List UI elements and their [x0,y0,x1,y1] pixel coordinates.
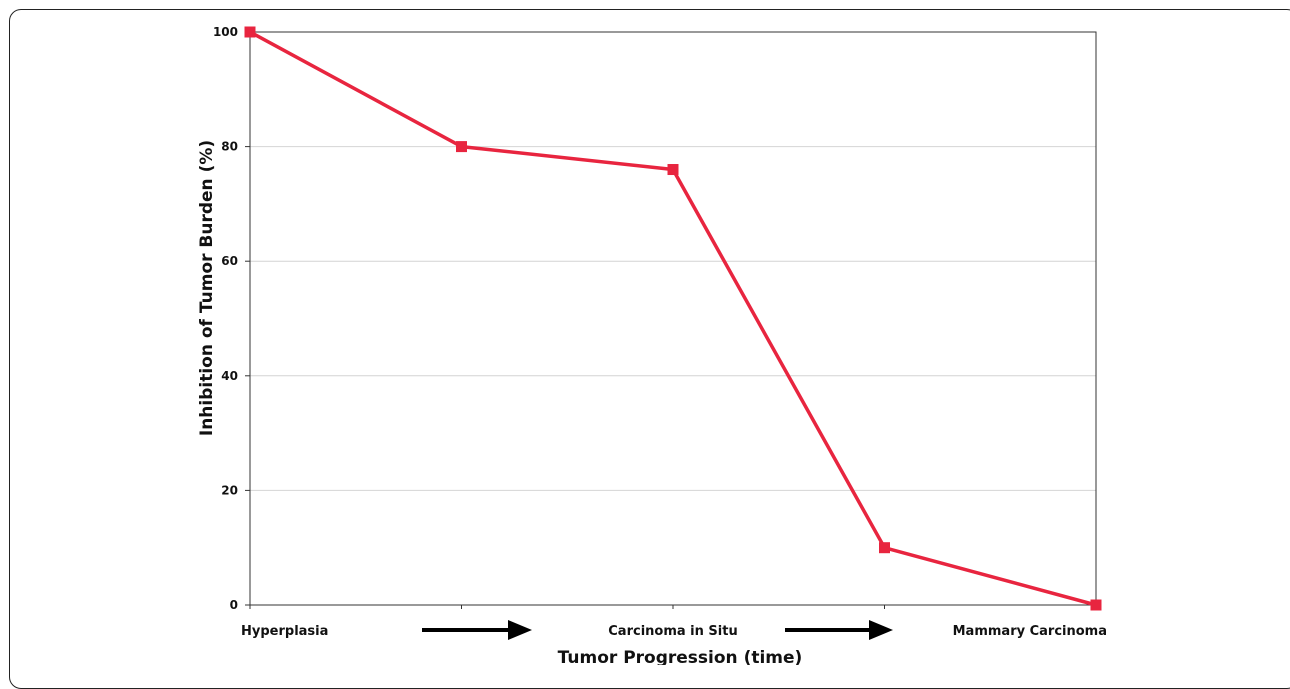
x-tick-label: Hyperplasia [241,624,328,639]
y-tick-label: 60 [221,254,238,268]
y-tick-label: 100 [213,25,238,39]
data-point-marker [1090,599,1102,611]
arrow-head [508,620,532,640]
series-markers [244,26,1102,611]
y-axis-title: Inhibition of Tumor Burden (%) [197,140,217,436]
line-chart: 0 20 40 60 80 100 Hyperplasia Carcinoma in Sit… [197,25,1107,665]
y-tick-label: 20 [221,483,238,497]
series-line [249,30,1097,607]
gridlines [250,146,1096,491]
data-point-marker [244,26,256,38]
arrow-head [869,620,893,640]
x-axis-ticks: Hyperplasia Carcinoma in Situ Mammary Carc… [241,605,1107,639]
data-point-marker [879,542,890,554]
data-point-marker [667,164,679,176]
x-tick-label: Mammary Carcinoma [953,624,1107,639]
y-axis-ticks: 0 20 40 60 80 100 [213,25,250,612]
x-tick-label: Carcinoma in Situ [608,624,737,639]
x-axis-title: Tumor Progression (time) [558,648,803,665]
y-tick-label: 80 [221,140,238,154]
y-tick-label: 40 [221,369,238,383]
progression-arrows [422,620,893,640]
y-tick-label: 0 [230,598,238,612]
data-point-marker [456,141,467,153]
plot-area [249,31,1097,606]
